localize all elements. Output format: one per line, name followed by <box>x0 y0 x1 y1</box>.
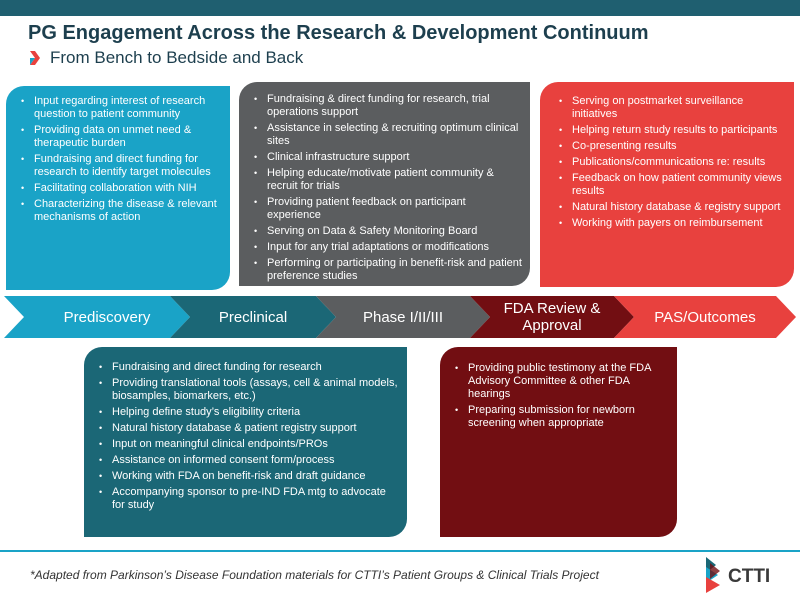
stage-chevron-prediscovery <box>4 296 190 338</box>
stage-chevron-pas <box>614 296 796 338</box>
list-item: Fundraising and direct funding for resea… <box>10 153 224 179</box>
list-item: Co-presenting results <box>548 140 786 153</box>
preclinical-list: Fundraising and direct funding for resea… <box>88 361 399 512</box>
footer-divider <box>0 550 800 552</box>
list-item: Preparing submission for newborn screeni… <box>444 404 669 430</box>
list-item: Characterizing the disease & relevant me… <box>10 198 224 224</box>
page-title: PG Engagement Across the Research & Deve… <box>28 22 649 44</box>
list-item: Clinical infrastructure support <box>243 151 522 164</box>
stage-label-phase: Phase I/II/III <box>362 308 444 326</box>
stage-chevron-preclinical <box>170 296 336 338</box>
list-item: Providing translational tools (assays, c… <box>88 377 399 403</box>
ctti-logo-icon <box>706 557 720 593</box>
chevron-right-icon <box>30 51 40 65</box>
logo-text: CTTI <box>728 566 771 587</box>
stage-chevron-bar <box>4 296 796 338</box>
stage-label-prediscovery: Prediscovery <box>63 308 151 326</box>
fda-review-list: Providing public testimony at the FDA Ad… <box>444 362 669 430</box>
list-item: Input for any trial adaptations or modif… <box>243 241 522 254</box>
stage-label-preclinical: Preclinical <box>218 308 288 326</box>
phase-list: Fundraising & direct funding for researc… <box>243 93 522 283</box>
stage-chevron-fda <box>470 296 634 338</box>
pas-outcomes-box: Serving on postmarket surveillance initi… <box>540 82 794 287</box>
list-item: Assistance on informed consent form/proc… <box>88 454 399 467</box>
list-item: Working with FDA on benefit-risk and dra… <box>88 470 399 483</box>
preclinical-box: Fundraising and direct funding for resea… <box>84 347 407 537</box>
list-item: Input on meaningful clinical endpoints/P… <box>88 438 399 451</box>
list-item: Facilitating collaboration with NIH <box>10 182 224 195</box>
list-item: Providing public testimony at the FDA Ad… <box>444 362 669 401</box>
stage-label-fda: FDA Review & Approval <box>503 300 601 334</box>
pas-outcomes-list: Serving on postmarket surveillance initi… <box>548 95 786 230</box>
list-item: Providing patient feedback on participan… <box>243 196 522 222</box>
stage-label-pas: PAS/Outcomes <box>654 308 756 326</box>
list-item: Publications/communications re: results <box>548 156 786 169</box>
page-subtitle: From Bench to Bedside and Back <box>50 48 304 67</box>
list-item: Feedback on how patient community views … <box>548 172 786 198</box>
list-item: Natural history database & patient regis… <box>88 422 399 435</box>
prediscovery-list: Input regarding interest of research que… <box>10 95 224 224</box>
list-item: Accompanying sponsor to pre-IND FDA mtg … <box>88 486 399 512</box>
prediscovery-box: Input regarding interest of research que… <box>6 86 230 290</box>
list-item: Fundraising and direct funding for resea… <box>88 361 399 374</box>
list-item: Serving on postmarket surveillance initi… <box>548 95 786 121</box>
fda-review-box: Providing public testimony at the FDA Ad… <box>440 347 677 537</box>
list-item: Serving on Data & Safety Monitoring Boar… <box>243 225 522 238</box>
list-item: Helping educate/motivate patient communi… <box>243 167 522 193</box>
list-item: Providing data on unmet need & therapeut… <box>10 124 224 150</box>
stage-chevron-phase <box>316 296 490 338</box>
list-item: Helping define study’s eligibility crite… <box>88 406 399 419</box>
phase-box: Fundraising & direct funding for researc… <box>239 82 530 286</box>
list-item: Working with payers on reimbursement <box>548 217 786 230</box>
header-bar <box>0 0 800 16</box>
list-item: Fundraising & direct funding for researc… <box>243 93 522 119</box>
list-item: Input regarding interest of research que… <box>10 95 224 121</box>
list-item: Helping return study results to particip… <box>548 124 786 137</box>
list-item: Performing or participating in benefit-r… <box>243 257 522 283</box>
list-item: Assistance in selecting & recruiting opt… <box>243 122 522 148</box>
list-item: Natural history database & registry supp… <box>548 201 786 214</box>
footnote: *Adapted from Parkinson’s Disease Founda… <box>30 568 599 582</box>
